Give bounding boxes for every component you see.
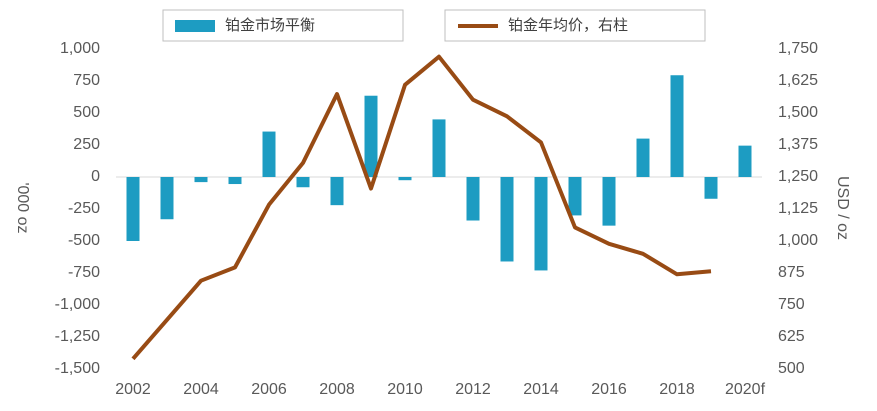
y-tick-label: -750 [68, 264, 100, 281]
legend-label: 铂金年均价，右柱 [508, 17, 628, 34]
bar [704, 177, 718, 199]
x-tick-label: 2012 [455, 381, 491, 398]
bar [330, 177, 344, 206]
bar [568, 177, 582, 216]
bar [296, 177, 310, 188]
bar [364, 95, 378, 177]
y-axis-label: '000 oz [14, 182, 31, 233]
y2-tick-label: 1,750 [778, 40, 818, 57]
y-tick-label: -250 [68, 200, 100, 217]
x-tick-label: 2014 [523, 381, 559, 398]
y-tick-label: -500 [68, 232, 100, 249]
y-tick-label: -1,500 [55, 360, 100, 377]
bar [432, 119, 446, 177]
y-tick-label: 1,000 [60, 40, 100, 57]
y2-tick-label: 1,250 [778, 168, 818, 185]
x-tick-label: 2002 [115, 381, 151, 398]
y-tick-label: -1,250 [55, 328, 100, 345]
bar [398, 177, 412, 181]
legend-label: 铂金市场平衡 [225, 17, 315, 34]
bar [500, 177, 514, 262]
legend-box [444, 9, 706, 42]
bar [160, 177, 174, 220]
bar [228, 177, 242, 185]
x-tick-label: 2018 [659, 381, 695, 398]
line [131, 54, 712, 361]
y2-tick-label: 500 [778, 360, 805, 377]
bar [466, 177, 480, 221]
y-tick-label: 0 [91, 168, 100, 185]
y-tick-label: 750 [73, 72, 100, 89]
y2-tick-label: 1,625 [778, 72, 818, 89]
y2-tick-label: 1,000 [778, 232, 818, 249]
x-tick-label: 2010 [387, 381, 423, 398]
bar [670, 75, 684, 177]
y2-tick-label: 1,125 [778, 200, 818, 217]
bar [738, 145, 752, 177]
x-tick-label: 2004 [183, 381, 219, 398]
x-tick-label: 2006 [251, 381, 287, 398]
y2-tick-label: 625 [778, 328, 805, 345]
x-tick-label: 2016 [591, 381, 627, 398]
y2-tick-label: 1,375 [778, 136, 818, 153]
y2-tick-label: 750 [778, 296, 805, 313]
bar [262, 131, 276, 177]
y-tick-label: 250 [73, 136, 100, 153]
y2-tick-label: 1,500 [778, 104, 818, 121]
bar [126, 177, 140, 241]
x-tick-label: 2020f [725, 381, 766, 398]
x-tick-label: 2008 [319, 381, 355, 398]
bar [602, 177, 616, 226]
legend-swatch [175, 20, 215, 32]
bar [636, 138, 650, 177]
legend-box [162, 9, 404, 42]
y-tick-label: -1,000 [55, 296, 100, 313]
y2-axis-label: USD / oz [834, 176, 851, 240]
bar [534, 177, 548, 271]
y2-tick-label: 875 [778, 264, 805, 281]
y-tick-label: 500 [73, 104, 100, 121]
bar [194, 177, 208, 183]
